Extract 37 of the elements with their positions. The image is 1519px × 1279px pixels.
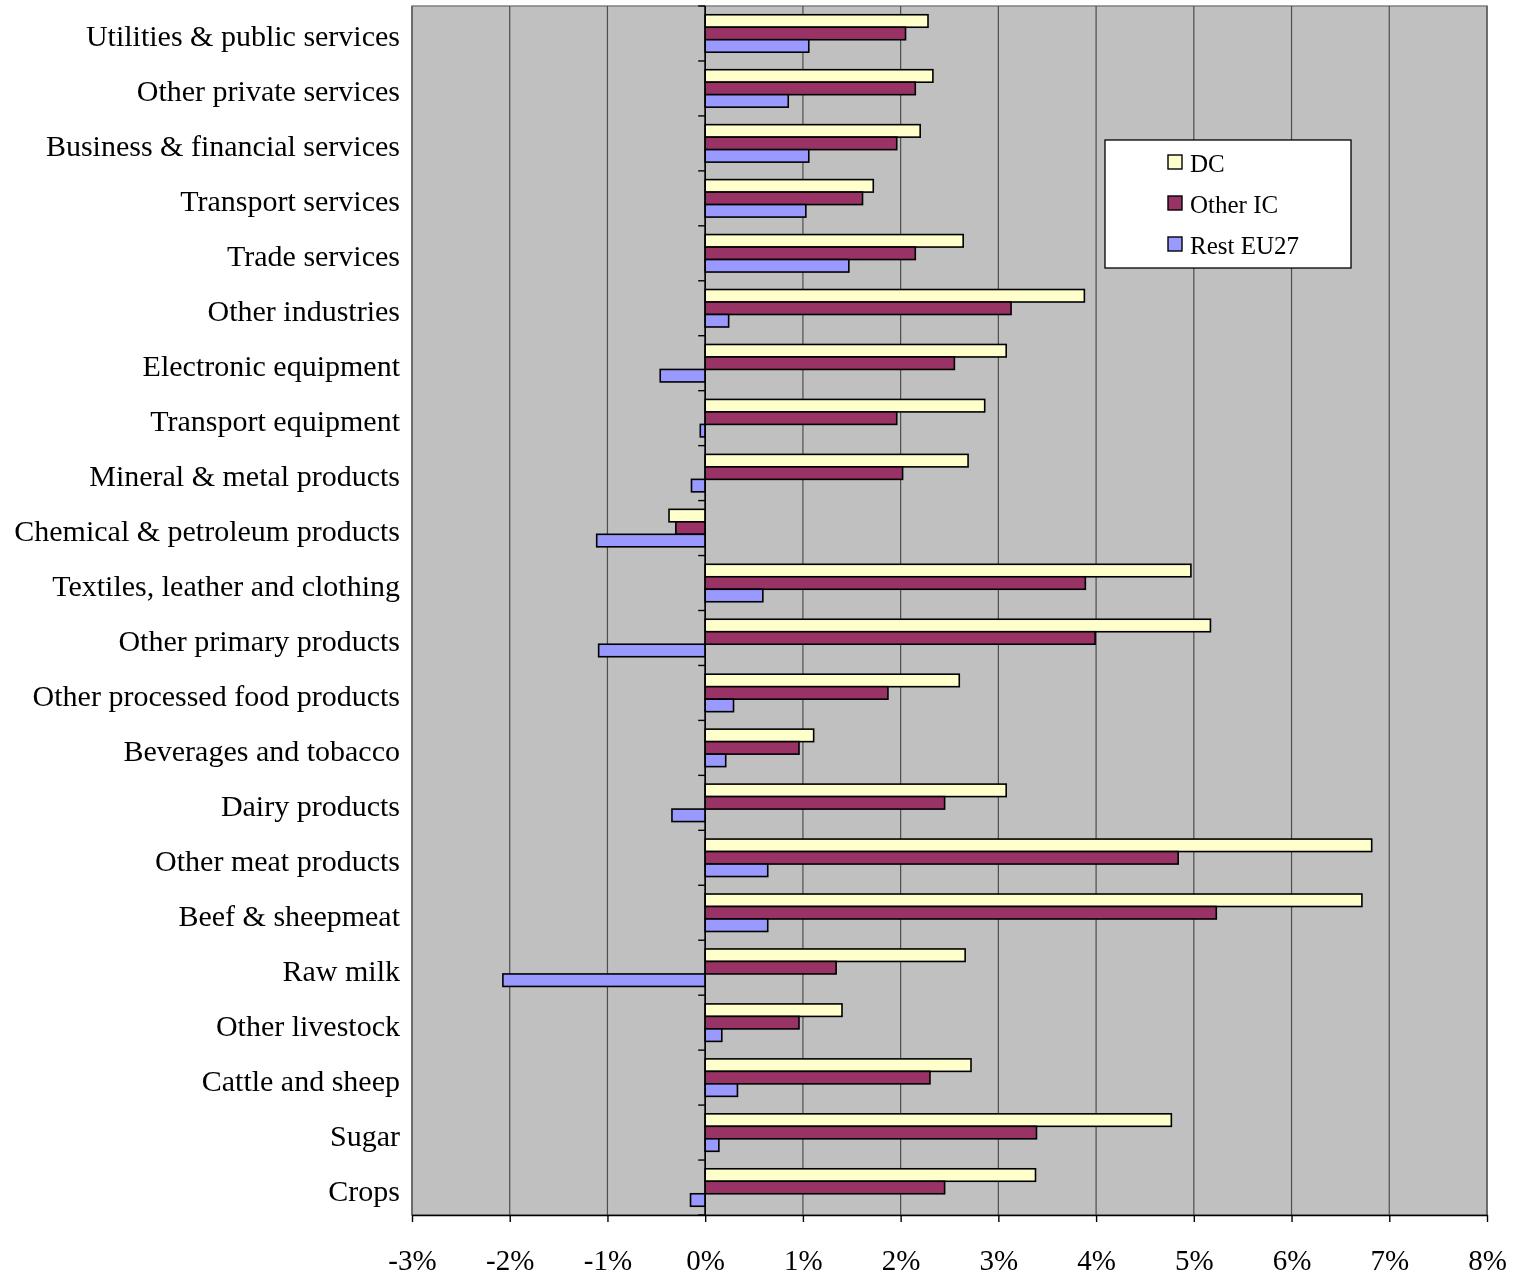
x-tick-label: 6% <box>1272 1243 1312 1276</box>
y-tick-label: Cattle and sheep <box>201 1063 400 1097</box>
y-tick-label: Beef & sheepmeat <box>178 898 401 932</box>
x-tick-label: -2% <box>486 1243 535 1276</box>
x-tick-label: 1% <box>784 1243 823 1276</box>
legend-label: Other IC <box>1190 190 1279 218</box>
x-tick-label: 4% <box>1077 1243 1116 1276</box>
y-tick-label: Textiles, leather and clothing <box>52 568 400 602</box>
y-tick-label: Other livestock <box>215 1008 400 1042</box>
y-tick-label: Other primary products <box>118 623 400 657</box>
x-tick-label: 8% <box>1468 1243 1507 1276</box>
y-tick-label: Mineral & metal products <box>89 458 400 492</box>
y-tick-label: Beverages and tobacco <box>123 733 400 767</box>
x-tick-label: 7% <box>1370 1243 1410 1276</box>
legend-label: DC <box>1190 149 1225 177</box>
y-tick-label: Other private services <box>136 73 400 107</box>
y-tick-label: Transport services <box>180 183 400 217</box>
y-tick-label: Transport equipment <box>150 403 401 437</box>
y-tick-label: Utilities & public services <box>85 18 400 52</box>
legend-label: Rest EU27 <box>1190 231 1300 259</box>
x-tick-label: 5% <box>1174 1243 1214 1276</box>
y-tick-label: Dairy products <box>220 788 400 822</box>
y-tick-label: Crops <box>328 1173 400 1207</box>
y-tick-label: Electronic equipment <box>142 348 401 382</box>
y-tick-label: Raw milk <box>282 953 400 987</box>
y-tick-label: Other industries <box>207 293 400 327</box>
y-tick-label: Other processed food products <box>32 678 400 712</box>
y-tick-label: Other meat products <box>155 843 400 877</box>
y-tick-label: Chemical & petroleum products <box>14 513 400 547</box>
y-tick-label: Sugar <box>330 1118 400 1152</box>
x-tick-label: 0% <box>686 1243 726 1276</box>
x-tick-label: 2% <box>881 1243 921 1276</box>
x-tick-label: 3% <box>979 1243 1019 1276</box>
x-tick-label: -1% <box>583 1243 633 1276</box>
y-tick-label: Trade services <box>226 238 400 272</box>
x-tick-label: -3% <box>388 1243 437 1276</box>
y-tick-label: Business & financial services <box>45 128 400 162</box>
